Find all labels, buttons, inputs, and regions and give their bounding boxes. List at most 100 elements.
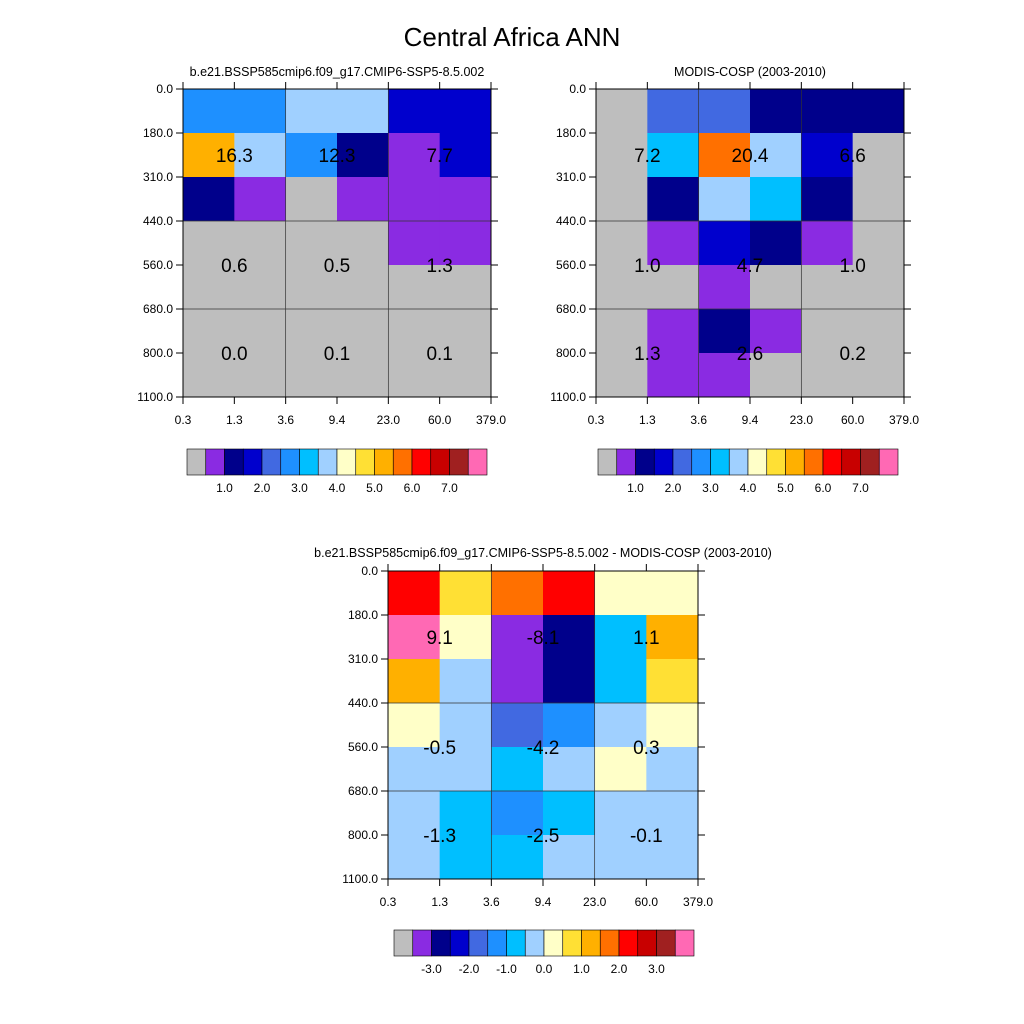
colorbar-swatch (468, 929, 489, 957)
heatmap-cell (388, 177, 441, 222)
heatmap-cell (439, 221, 492, 266)
colorbar-label: -2.0 (459, 962, 480, 976)
colorbar-swatch (728, 448, 749, 476)
y-tick-label: 1100.0 (550, 390, 586, 404)
heatmap-cell (646, 703, 699, 748)
heatmap-cell (491, 615, 544, 660)
heatmap-cell (388, 309, 441, 354)
colorbar-swatch (581, 929, 601, 957)
y-tick-label: 180.0 (348, 608, 378, 622)
heatmap-cell (388, 615, 441, 660)
heatmap-cell (234, 89, 287, 134)
y-tick-label: 800.0 (143, 346, 173, 360)
heatmap-cell (801, 353, 854, 398)
x-tick-label: 3.6 (690, 413, 707, 427)
block-value-label: -2.5 (527, 826, 560, 847)
heatmap-cell (183, 221, 235, 266)
heatmap-cell (388, 703, 441, 748)
heatmap-cell (750, 265, 802, 310)
heatmap-cell (439, 133, 492, 178)
block-value-label: 0.1 (426, 344, 452, 365)
block-value-label: 4.7 (737, 256, 763, 277)
y-tick-label: 180.0 (143, 126, 173, 140)
panel-title: MODIS-COSP (2003-2010) (674, 65, 826, 79)
y-tick-label: 440.0 (556, 214, 586, 228)
heatmap-cell (439, 703, 492, 748)
colorbar-swatch (543, 929, 564, 957)
block-value-label: 0.3 (633, 738, 659, 759)
heatmap-cell (337, 177, 389, 222)
heatmap-cell (491, 703, 544, 748)
colorbar-label: 4.0 (329, 481, 346, 495)
heatmap-cell (234, 177, 287, 222)
heatmap-cell (647, 177, 700, 222)
block-value-label: -4.2 (527, 738, 560, 759)
colorbar-swatch (656, 929, 676, 957)
heatmap-cell (594, 615, 647, 660)
x-tick-label: 23.0 (583, 895, 607, 909)
x-tick-label: 9.4 (329, 413, 346, 427)
heatmap-cell (852, 353, 905, 398)
heatmap-cell (698, 265, 751, 310)
block-value-label: 7.2 (634, 146, 660, 167)
heatmap-cell (439, 791, 492, 836)
heatmap-cell (285, 89, 338, 134)
x-tick-label: 0.3 (380, 895, 397, 909)
colorbar-label: 1.0 (573, 962, 590, 976)
heatmap-cell (439, 177, 492, 222)
heatmap-cell (491, 571, 544, 616)
x-tick-label: 60.0 (635, 895, 659, 909)
heatmap-cell (594, 571, 647, 616)
heatmap-cell (285, 221, 338, 266)
heatmap-cell (646, 835, 699, 880)
heatmap-cell (852, 133, 905, 178)
block-value-label: -8.1 (527, 628, 560, 649)
x-tick-label: 23.0 (377, 413, 401, 427)
x-tick-label: 379.0 (683, 895, 713, 909)
colorbar-swatch (766, 448, 786, 476)
colorbar-swatch (710, 448, 730, 476)
y-tick-label: 680.0 (143, 302, 173, 316)
heatmap-cell (337, 353, 389, 398)
heatmap-cell (647, 89, 700, 134)
x-tick-label: 1.3 (431, 895, 448, 909)
heatmap-cell (801, 309, 854, 354)
x-tick-label: 3.6 (277, 413, 294, 427)
heatmap-cell (234, 353, 287, 398)
panel-model: b.e21.BSSP585cmip6.f09_g17.CMIP6-SSP5-8.… (137, 65, 506, 495)
colorbar-label: 3.0 (702, 481, 719, 495)
heatmap-cell (750, 309, 802, 354)
heatmap-cell (852, 177, 905, 222)
heatmap-cell (439, 353, 492, 398)
heatmap-cell (852, 309, 905, 354)
heatmap-cell (750, 133, 802, 178)
colorbar-swatch (878, 448, 899, 476)
colorbar-swatch (186, 448, 207, 476)
heatmap-cell (698, 133, 751, 178)
heatmap-cell (750, 89, 802, 134)
heatmap-cell (596, 177, 648, 222)
y-tick-label: 1100.0 (137, 390, 173, 404)
x-tick-label: 3.6 (483, 895, 500, 909)
colorbar-label: 2.0 (254, 481, 271, 495)
colorbar-swatch (242, 448, 263, 476)
heatmap-cell (596, 89, 648, 134)
heatmap-cell (750, 221, 802, 266)
block-value-label: 16.3 (216, 146, 253, 167)
y-tick-label: 0.0 (569, 82, 586, 96)
heatmap-cell (234, 309, 287, 354)
block-value-label: 1.3 (426, 256, 452, 277)
figure-title: Central Africa ANN (404, 22, 621, 52)
heatmap-cell (801, 89, 854, 134)
heatmap-cell (698, 309, 751, 354)
heatmap-cell (801, 221, 854, 266)
heatmap-cell (543, 747, 596, 792)
heatmap-cell (750, 177, 802, 222)
colorbar-swatch (280, 448, 300, 476)
heatmap-cell (388, 133, 441, 178)
heatmap-cell (698, 89, 751, 134)
heatmap-cell (698, 177, 751, 222)
heatmap-cell (439, 747, 492, 792)
block-value-label: -0.1 (630, 826, 663, 847)
